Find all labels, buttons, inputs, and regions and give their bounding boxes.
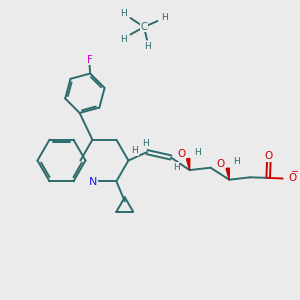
Text: O: O [288, 173, 296, 184]
Polygon shape [187, 158, 190, 170]
Text: C: C [141, 22, 147, 32]
Text: H: H [120, 35, 127, 44]
Text: H: H [132, 146, 138, 155]
Text: H: H [142, 139, 149, 148]
Text: O: O [217, 159, 225, 169]
Text: H: H [120, 9, 127, 18]
Text: H: H [173, 163, 180, 172]
Polygon shape [226, 168, 229, 180]
Text: O: O [177, 149, 185, 160]
Text: H: H [161, 13, 168, 22]
Text: −: − [291, 167, 299, 177]
Text: H: H [144, 42, 151, 51]
Text: O: O [265, 151, 273, 161]
Text: F: F [87, 55, 92, 65]
Text: H: H [233, 157, 240, 166]
Text: N: N [89, 177, 97, 187]
Text: H: H [194, 148, 200, 157]
